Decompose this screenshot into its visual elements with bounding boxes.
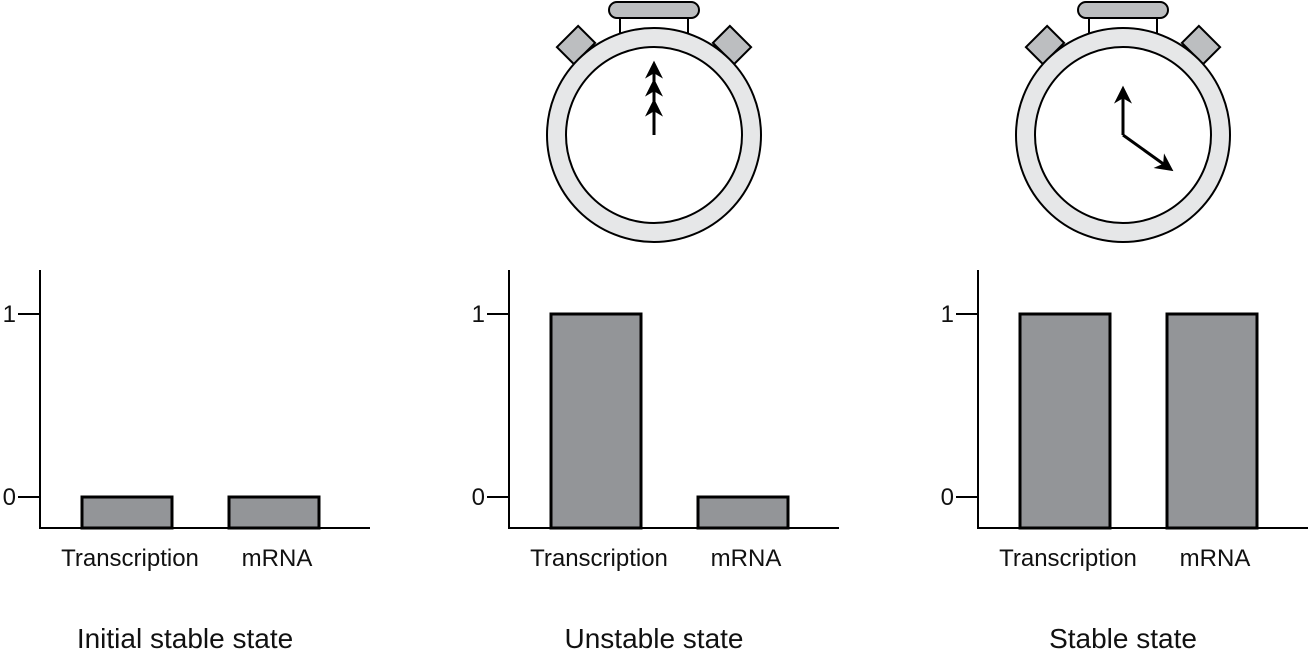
bar-mrna	[696, 495, 790, 530]
y-tick-label: 0	[472, 484, 485, 511]
chart-title: Unstable state	[565, 623, 744, 654]
x-category-label: Transcription	[61, 545, 199, 572]
bar-transcription	[80, 495, 174, 530]
y-tick-label: 1	[472, 301, 485, 328]
stopwatch-icon	[1015, 1, 1231, 243]
x-category-label: Transcription	[530, 545, 668, 572]
bar-mrna	[227, 495, 321, 530]
stopwatch-crown	[1077, 1, 1169, 19]
chart-panel: 0 1 Transcription mRNA Unstable state	[472, 1, 839, 654]
chart-panel: 0 1 Transcription mRNA Stable state	[941, 1, 1308, 654]
x-category-label: Transcription	[999, 545, 1137, 572]
y-tick-label: 0	[3, 484, 16, 511]
bar-transcription	[549, 312, 643, 530]
hour-hand	[1122, 133, 1174, 172]
y-tick-label: 1	[3, 301, 16, 328]
bar-transcription	[1018, 312, 1112, 530]
x-category-label: mRNA	[1180, 545, 1251, 572]
y-tick-label: 1	[941, 301, 954, 328]
y-tick-label: 0	[941, 484, 954, 511]
stopwatch-icon	[546, 1, 762, 243]
chart-panel: 0 1 Transcription mRNA Initial stable state	[3, 270, 370, 654]
bar-mrna	[1165, 312, 1259, 530]
x-category-label: mRNA	[711, 545, 782, 572]
chart-title: Initial stable state	[77, 623, 293, 654]
chart-title: Stable state	[1049, 623, 1197, 654]
x-category-label: mRNA	[242, 545, 313, 572]
stopwatch-crown	[608, 1, 700, 19]
